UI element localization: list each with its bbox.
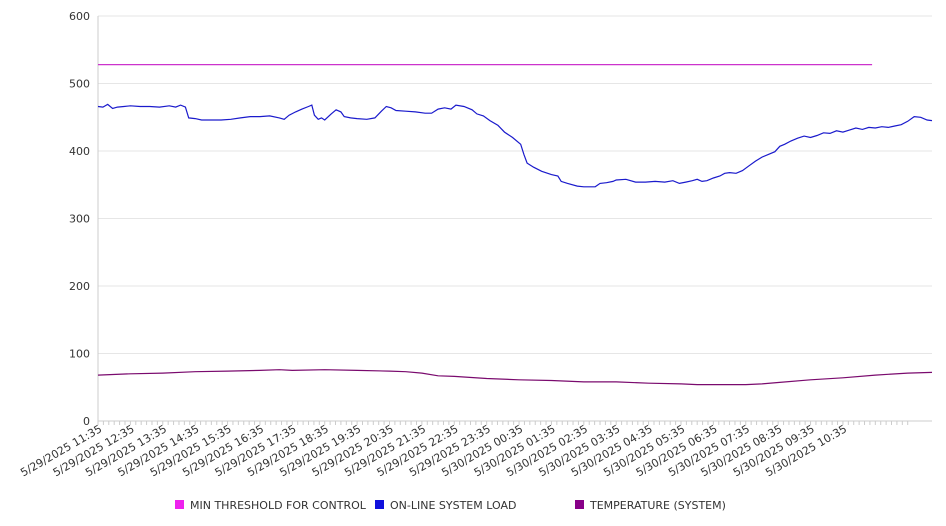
- y-tick-label: 200: [69, 280, 90, 293]
- y-tick-label: 600: [69, 10, 90, 23]
- legend-swatch: [375, 500, 384, 509]
- x-axis-tick-labels: 5/29/2025 11:355/29/2025 12:355/29/2025 …: [18, 422, 849, 479]
- y-tick-label: 400: [69, 145, 90, 158]
- legend: MIN THRESHOLD FOR CONTROL ON-LINE SYSTEM …: [175, 499, 726, 512]
- legend-swatch: [175, 500, 184, 509]
- series-line-temperature-system: [97, 369, 933, 386]
- y-tick-label: 500: [69, 78, 90, 91]
- legend-swatch: [575, 500, 584, 509]
- y-axis-tick-labels: 0 100 200 300 400 500 600: [69, 10, 90, 428]
- gridlines: [98, 15, 932, 354]
- legend-label: TEMPERATURE (SYSTEM): [589, 499, 726, 512]
- legend-label: MIN THRESHOLD FOR CONTROL: [190, 499, 367, 512]
- y-tick-label: 100: [69, 348, 90, 361]
- series-line-on-line-system-load: [97, 103, 933, 188]
- legend-label: ON-LINE SYSTEM LOAD: [390, 499, 516, 512]
- y-tick-label: 0: [83, 415, 90, 428]
- y-tick-label: 300: [69, 213, 90, 226]
- series-lines: [97, 63, 933, 386]
- axes: [97, 16, 932, 425]
